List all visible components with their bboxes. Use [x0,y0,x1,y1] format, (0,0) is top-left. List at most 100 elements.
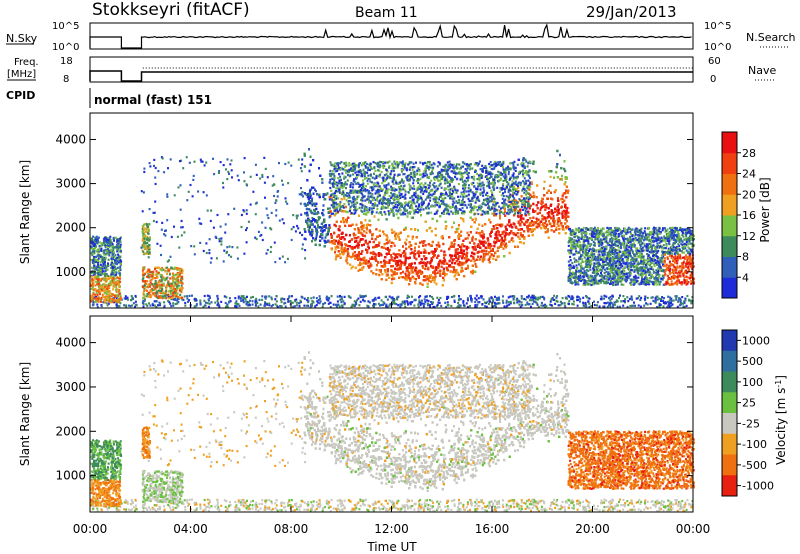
power-cell [104,237,107,240]
power-cell [524,303,527,306]
power-cell [224,223,227,226]
power-cell [432,305,435,309]
power-cell [212,157,214,160]
power-cell [144,245,147,248]
power-cell [301,158,304,161]
power-cell [135,304,138,307]
power-cell [112,257,114,260]
power-cell [295,217,298,220]
power-cell [497,297,500,300]
power-cell [124,297,127,300]
power-cell [95,277,98,280]
power-cell [115,289,117,292]
power-cell [149,275,152,278]
power-cell [494,295,496,298]
power-cell [117,253,120,256]
power-cell [113,271,116,274]
power-cell [543,298,546,301]
power-cell [181,268,184,271]
power-cell [523,297,526,301]
power-cell [97,268,100,271]
power-cell [584,301,587,305]
power-cell [668,302,671,305]
power-cell [481,303,484,306]
power-cell [385,303,388,306]
power-cell [97,291,100,294]
power-cell [106,240,109,243]
power-cell [457,299,460,302]
power-cell [169,302,172,305]
power-cell [462,304,465,307]
power-cell [170,305,173,308]
power-cell [307,301,310,304]
power-cell [90,252,93,255]
power-cell [179,275,182,278]
power-cell [114,236,117,239]
power-cell [664,301,667,304]
power-cell [169,255,172,258]
power-cell [374,298,377,301]
power-cell [104,260,106,264]
power-cell [550,304,553,307]
power-cell [106,287,109,290]
power-cell [264,302,267,305]
power-cell [118,269,121,273]
power-cell [404,302,406,305]
power-cell [466,299,469,302]
power-cell [176,299,179,302]
power-cell [100,265,103,268]
power-cell [429,295,431,298]
power-cell [640,296,643,299]
power-cell [112,281,115,284]
power-cell [264,196,266,199]
power-cell [222,260,225,263]
power-cell [391,297,394,300]
power-cell [168,269,170,272]
power-cell [217,302,220,305]
power-cell [254,163,257,166]
power-cell [148,291,150,294]
power-cell [119,240,122,243]
power-cell [280,305,283,308]
power-cell [200,160,203,163]
power-cell [109,239,112,242]
power-cell [96,250,99,253]
power-cell [149,283,152,286]
power-cell [170,291,173,294]
power-cell [172,289,174,292]
power-cell [397,295,400,298]
power-cell [180,226,183,229]
power-cell [679,297,682,300]
power-cell [116,294,119,297]
power-cell [102,263,105,266]
power-cell [168,300,171,304]
power-cell [374,303,377,306]
power-cell [245,302,248,306]
power-cell [98,293,101,296]
power-cell [142,232,145,235]
power-cell [406,301,409,304]
power-cell [174,274,176,277]
power-cell [144,252,147,255]
power-cell [576,295,579,298]
power-cell [266,303,269,306]
power-cell [144,230,147,233]
power-cell [393,298,396,301]
power-cell [161,269,164,272]
power-cell [159,284,162,287]
power-cell [184,301,187,305]
power-cell [145,223,148,226]
power-cell [92,247,95,250]
power-cell [268,302,271,305]
power-cell [154,282,157,285]
power-cell [188,294,191,297]
power-cell [111,269,114,272]
power-cell [577,296,580,299]
power-cell [92,281,95,284]
power-cell [533,297,536,300]
power-cell [243,157,246,160]
power-cell [385,305,388,308]
power-cell [263,181,266,184]
power-cell [141,269,144,272]
power-cell [208,302,211,305]
